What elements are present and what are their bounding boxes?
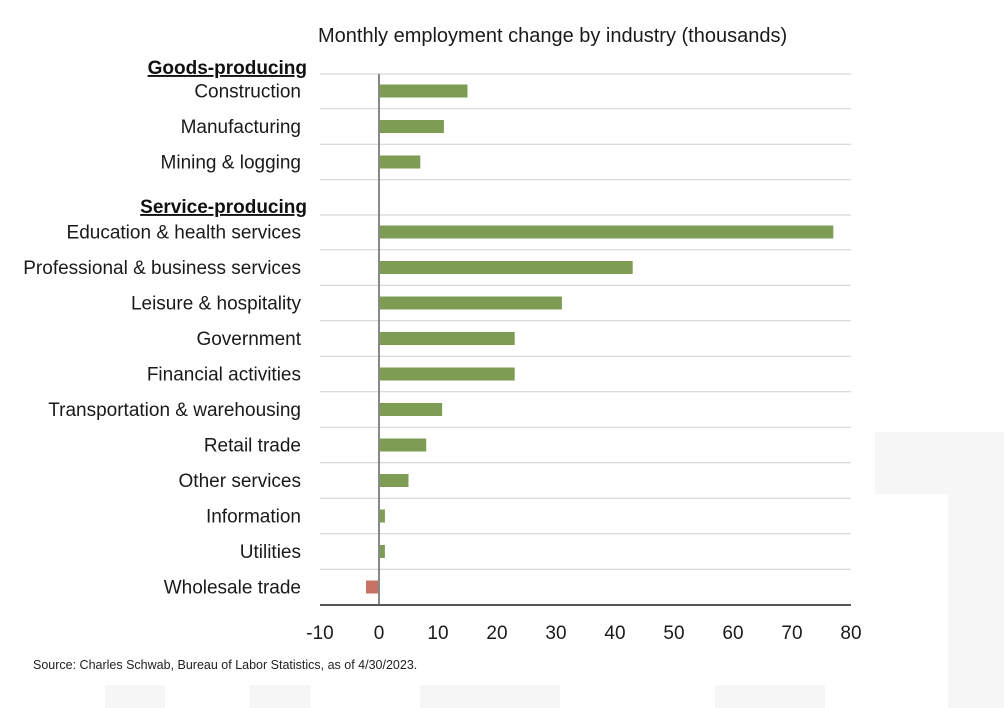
category-labels: Goods-producing Service-producing Construc… bbox=[23, 58, 307, 599]
x-tick-label: 30 bbox=[545, 623, 566, 644]
bar bbox=[379, 403, 443, 416]
category-label: Other services bbox=[179, 471, 301, 492]
category-label: Retail trade bbox=[204, 436, 301, 457]
x-tick-label: 10 bbox=[427, 623, 448, 644]
bar bbox=[379, 155, 421, 169]
x-tick-label: 60 bbox=[722, 623, 743, 644]
category-label: Information bbox=[206, 507, 301, 528]
watermark-block bbox=[250, 685, 310, 708]
bar bbox=[379, 120, 444, 133]
x-tick-label: 50 bbox=[663, 623, 684, 644]
category-label: Utilities bbox=[240, 542, 301, 563]
bar bbox=[379, 438, 427, 452]
watermark-block bbox=[875, 432, 1004, 494]
category-label: Construction bbox=[194, 82, 301, 103]
category-label: Professional & business services bbox=[23, 258, 301, 279]
axes bbox=[320, 74, 851, 606]
gridlines bbox=[320, 73, 851, 570]
source-note: Source: Charles Schwab, Bureau of Labor … bbox=[33, 658, 418, 672]
x-tick-labels: -10 0 10 20 30 40 50 60 70 80 bbox=[306, 623, 861, 644]
watermark-block bbox=[948, 494, 1004, 708]
bars bbox=[366, 84, 834, 594]
bar bbox=[379, 509, 385, 523]
category-label: Manufacturing bbox=[181, 117, 301, 138]
bar bbox=[379, 225, 834, 239]
category-label: Transportation & warehousing bbox=[48, 400, 301, 421]
watermark-block bbox=[715, 685, 825, 708]
bar bbox=[379, 84, 468, 98]
bar bbox=[379, 296, 562, 310]
x-tick-label: 20 bbox=[486, 623, 507, 644]
x-tick-label: 0 bbox=[374, 623, 385, 644]
group-header-label: Service-producing bbox=[140, 197, 307, 218]
employment-change-chart: Monthly employment change by industry (t… bbox=[23, 25, 861, 644]
category-label: Education & health services bbox=[67, 223, 301, 244]
bar bbox=[379, 332, 515, 345]
watermark-block bbox=[105, 685, 165, 708]
bar bbox=[379, 545, 385, 558]
category-label: Leisure & hospitality bbox=[131, 294, 302, 315]
category-label: Government bbox=[196, 329, 301, 350]
x-tick-label: -10 bbox=[306, 623, 333, 644]
category-label: Financial activities bbox=[147, 365, 301, 386]
bar bbox=[379, 261, 633, 274]
group-header-label: Goods-producing bbox=[148, 58, 307, 79]
category-label: Mining & logging bbox=[161, 153, 301, 174]
bar bbox=[379, 367, 515, 381]
chart-title: Monthly employment change by industry (t… bbox=[318, 25, 787, 47]
bar bbox=[366, 580, 379, 594]
bar bbox=[379, 474, 409, 487]
watermark-block bbox=[420, 685, 560, 708]
x-tick-label: 80 bbox=[840, 623, 861, 644]
category-label: Wholesale trade bbox=[164, 578, 301, 599]
x-tick-label: 70 bbox=[781, 623, 802, 644]
x-tick-label: 40 bbox=[604, 623, 625, 644]
